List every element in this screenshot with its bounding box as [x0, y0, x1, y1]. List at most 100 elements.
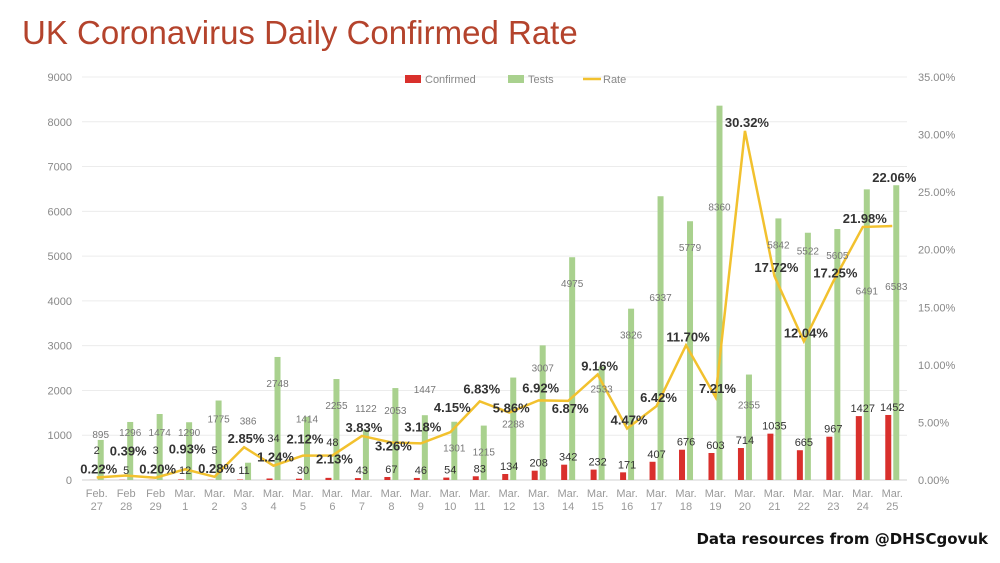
rate-data-label: 6.87%: [552, 401, 589, 416]
legend-swatch-tests: [508, 75, 524, 83]
bar-tests: [245, 462, 252, 480]
y2-tick-label: 0.00%: [918, 475, 949, 487]
rate-data-label: 5.86%: [493, 401, 530, 416]
y2-tick-label: 20.00%: [918, 245, 956, 257]
x-tick-label: 29: [150, 501, 162, 513]
confirmed-data-label: 676: [677, 437, 695, 449]
x-tick-label: Mar.: [557, 488, 578, 500]
x-tick-label: Mar.: [646, 488, 667, 500]
confirmed-data-label: 54: [444, 465, 456, 477]
x-tick-label: 8: [388, 501, 394, 513]
x-tick-label: 14: [562, 501, 574, 513]
data-source-note: Data resources from @DHSCgovuk: [696, 530, 988, 548]
rate-data-label: 2.85%: [228, 431, 265, 446]
rate-data-label: 0.28%: [198, 461, 235, 476]
x-tick-label: Mar.: [793, 488, 814, 500]
bar-tests: [362, 429, 369, 480]
confirmed-data-label: 134: [500, 461, 518, 473]
bar-tests: [421, 415, 428, 480]
tests-data-label: 1414: [296, 415, 319, 426]
x-tick-label: 4: [270, 501, 276, 513]
confirmed-data-label: 3: [153, 445, 159, 457]
bar-tests: [598, 366, 605, 480]
x-tick-label: Mar.: [616, 488, 637, 500]
tests-data-label: 1122: [355, 404, 377, 415]
bar-confirmed: [178, 479, 185, 480]
y2-tick-label: 10.00%: [918, 360, 956, 372]
tests-data-label: 5779: [679, 243, 702, 254]
tests-data-label: 6491: [856, 286, 879, 297]
tests-data-label: 2533: [591, 385, 614, 396]
rate-data-label: 2.12%: [287, 432, 324, 447]
chart-title: UK Coronavirus Daily Confirmed Rate: [22, 14, 578, 51]
rate-data-label: 11.70%: [666, 329, 710, 344]
y-tick-label: 9000: [48, 72, 72, 84]
bar-tests: [156, 413, 163, 480]
bar-tests: [303, 416, 310, 480]
x-tick-label: Mar.: [675, 488, 696, 500]
confirmed-data-label: 1452: [880, 402, 904, 414]
x-tick-label: 15: [592, 501, 604, 513]
tests-data-label: 1447: [414, 385, 437, 396]
x-tick-label: Feb.: [86, 488, 108, 500]
bar-tests: [569, 257, 576, 480]
legend-label-rate: Rate: [603, 74, 626, 86]
x-tick-label: 7: [359, 501, 365, 513]
rate-data-label: 7.21%: [699, 381, 736, 396]
x-tick-label: Mar.: [174, 488, 195, 500]
x-tick-label: Feb: [117, 488, 136, 500]
y2-tick-label: 5.00%: [918, 417, 949, 429]
tests-data-label: 2355: [738, 401, 761, 412]
confirmed-data-label: 208: [530, 458, 548, 470]
tests-data-label: 1301: [443, 444, 466, 455]
y-tick-label: 6000: [48, 206, 72, 218]
bar-confirmed: [295, 478, 302, 480]
tests-data-label: 2748: [266, 379, 289, 390]
x-tick-label: 17: [650, 501, 662, 513]
confirmed-data-label: 342: [559, 452, 577, 464]
rate-data-label: 0.39%: [110, 444, 147, 459]
x-tick-label: 16: [621, 501, 633, 513]
x-tick-label: 3: [241, 501, 247, 513]
confirmed-data-label: 171: [618, 459, 636, 471]
tests-data-label: 5522: [797, 247, 820, 258]
tests-data-label: 6337: [649, 293, 672, 304]
bar-confirmed: [679, 449, 686, 480]
confirmed-data-label: 34: [267, 433, 279, 445]
rate-data-label: 4.15%: [434, 400, 471, 415]
x-tick-label: Mar.: [528, 488, 549, 500]
bar-tests: [893, 185, 900, 480]
confirmed-data-label: 603: [706, 440, 724, 452]
confirmed-data-label: 67: [385, 464, 397, 476]
rate-data-label: 1.24%: [257, 450, 294, 465]
x-tick-label: 21: [768, 501, 780, 513]
x-tick-label: 1: [182, 501, 188, 513]
confirmed-data-label: 11: [238, 465, 249, 477]
confirmed-data-label: 232: [588, 457, 606, 469]
confirmed-data-label: 5: [212, 445, 218, 457]
y2-tick-label: 35.00%: [918, 72, 956, 84]
bar-confirmed: [472, 476, 479, 480]
tests-data-label: 1215: [473, 448, 496, 459]
bar-confirmed: [796, 450, 803, 480]
rate-data-label: 4.47%: [611, 413, 648, 428]
bar-confirmed: [708, 452, 715, 480]
bar-confirmed: [826, 436, 833, 480]
bar-confirmed: [531, 470, 538, 480]
confirmed-data-label: 30: [297, 465, 309, 477]
confirmed-data-label: 48: [326, 437, 338, 449]
y-tick-label: 0: [66, 475, 72, 487]
bar-confirmed: [384, 476, 391, 480]
bar-tests: [539, 345, 546, 480]
x-tick-label: 18: [680, 501, 692, 513]
tests-data-label: 2255: [325, 401, 348, 412]
tests-data-label: 386: [240, 417, 257, 428]
y-tick-label: 2000: [48, 385, 72, 397]
x-tick-label: Mar.: [852, 488, 873, 500]
tests-data-label: 4975: [561, 279, 584, 290]
legend-label-confirmed: Confirmed: [425, 74, 476, 86]
bar-confirmed: [413, 477, 420, 480]
confirmed-data-label: 83: [474, 463, 486, 475]
x-tick-label: Mar.: [263, 488, 284, 500]
